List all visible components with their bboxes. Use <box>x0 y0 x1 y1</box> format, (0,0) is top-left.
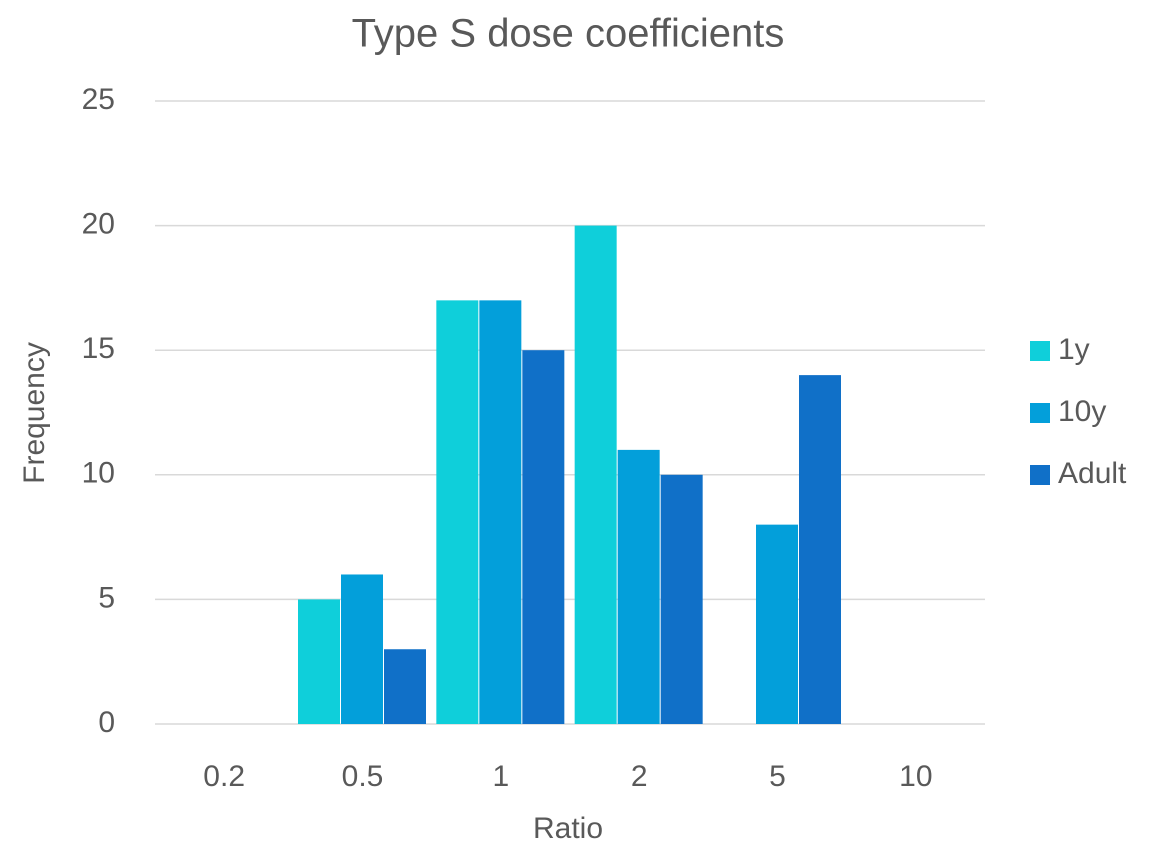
y-axis-title: Frequency <box>18 342 51 484</box>
legend-swatch <box>1030 341 1050 361</box>
y-tick-label: 15 <box>82 332 115 365</box>
legend-swatch <box>1030 465 1050 485</box>
bar <box>384 649 426 724</box>
y-tick-label: 0 <box>98 706 115 739</box>
legend-label: Adult <box>1058 457 1127 490</box>
bar <box>298 599 340 724</box>
y-tick-label: 5 <box>98 581 115 614</box>
legend-label: 1y <box>1058 333 1090 366</box>
bar <box>799 375 841 724</box>
chart-title: Type S dose coefficients <box>352 12 785 56</box>
x-tick-label: 5 <box>769 760 786 793</box>
x-axis-title: Ratio <box>533 812 603 845</box>
y-tick-label: 20 <box>82 208 115 241</box>
bar <box>479 300 522 724</box>
bar <box>341 574 383 724</box>
x-tick-label: 10 <box>899 760 932 793</box>
legend-swatch <box>1030 403 1050 423</box>
x-tick-label: 2 <box>631 760 648 793</box>
x-tick-label: 0.5 <box>342 760 384 793</box>
y-tick-label: 25 <box>82 83 115 116</box>
bar <box>660 474 703 724</box>
legend-label: 10y <box>1058 395 1106 428</box>
bar <box>756 524 798 724</box>
bar <box>574 225 617 724</box>
x-tick-label: 1 <box>492 760 509 793</box>
bar <box>436 300 479 724</box>
bar <box>522 350 565 724</box>
x-tick-label: 0.2 <box>203 760 245 793</box>
bar <box>617 449 660 724</box>
y-tick-label: 10 <box>82 457 115 490</box>
